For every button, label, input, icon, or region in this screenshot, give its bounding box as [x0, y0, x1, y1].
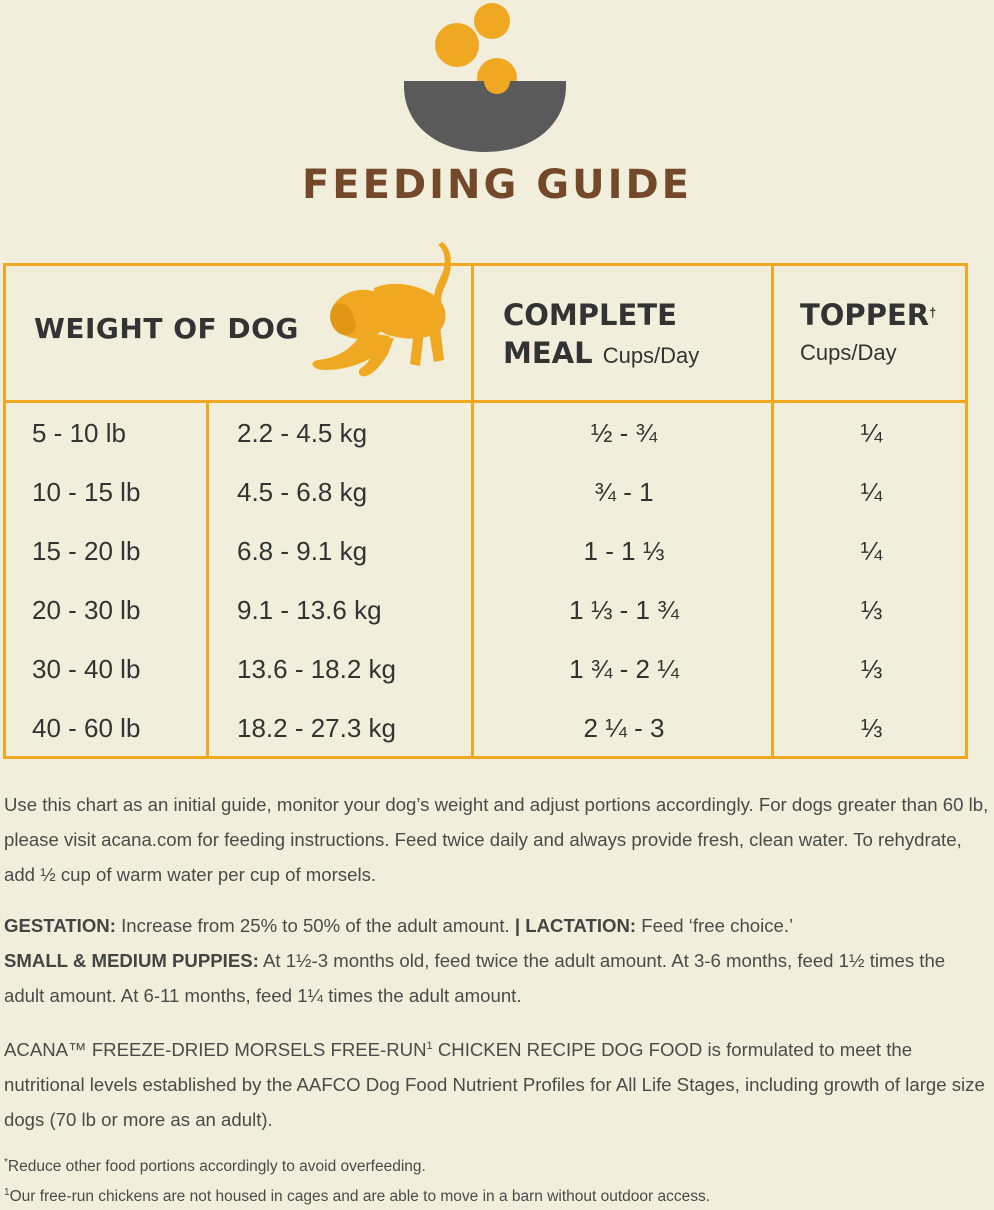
weight-lb-cell: 40 - 60 lb: [32, 713, 141, 743]
footnote-mark: *: [4, 1157, 8, 1168]
complete-meal-cell: 1 - 1 ⅓: [583, 536, 665, 566]
weight-kg-cell: 13.6 - 18.2 kg: [237, 654, 396, 684]
table-row: 30 - 40 lb 13.6 - 18.2 kg 1 ¾ - 2 ¼ ⅓: [6, 642, 965, 701]
lactation-label: LACTATION:: [520, 915, 637, 936]
topper-cell: ¼: [860, 477, 883, 507]
weight-lb-cell: 15 - 20 lb: [32, 536, 141, 566]
complete-meal-header: COMPLETE MEAL Cups/Day: [503, 296, 699, 375]
weight-lb-cell: 30 - 40 lb: [32, 654, 141, 684]
footnote-free-run: 1Our free-run chickens are not housed in…: [4, 1180, 989, 1210]
weight-kg-cell: 9.1 - 13.6 kg: [237, 595, 382, 625]
topper-title: TOPPER†: [800, 296, 936, 334]
complete-meal-line2: MEAL Cups/Day: [503, 334, 699, 375]
topper-footnote-mark: †: [929, 305, 937, 320]
table-row: 20 - 30 lb 9.1 - 13.6 kg 1 ⅓ - 1 ¾ ⅓: [6, 583, 965, 642]
aafco-text-a: ACANA™ FREEZE-DRIED MORSELS FREE-RUN: [4, 1039, 427, 1061]
topper-cell: ⅓: [860, 654, 883, 684]
table-row: 10 - 15 lb 4.5 - 6.8 kg ¾ - 1 ¼: [6, 465, 965, 524]
page-title: FEEDING GUIDE: [301, 162, 692, 208]
ball-icon: [435, 23, 479, 67]
gestation-label: GESTATION:: [4, 915, 116, 936]
column-divider: [206, 400, 209, 756]
topper-cell: ⅓: [860, 595, 883, 625]
bowl-icon: [404, 3, 566, 152]
meal-unit: Cups/Day: [602, 343, 700, 368]
gestation-lactation-puppies: GESTATION: Increase from 25% to 50% of t…: [4, 908, 989, 1013]
table-body: 5 - 10 lb 2.2 - 4.5 kg ½ - ¾ ¼ 10 - 15 l…: [6, 406, 965, 760]
weight-kg-cell: 6.8 - 9.1 kg: [237, 536, 368, 566]
complete-meal-cell: 1 ¾ - 2 ¼: [569, 654, 679, 684]
weight-lb-cell: 10 - 15 lb: [32, 477, 141, 507]
weight-lb-cell: 20 - 30 lb: [32, 595, 141, 625]
table-row: 15 - 20 lb 6.8 - 9.1 kg 1 - 1 ⅓ ¼: [6, 524, 965, 583]
topper-header: TOPPER† Cups/Day: [800, 296, 936, 372]
topper-cell: ¼: [860, 418, 883, 448]
footnote-topper: *Reduce other food portions accordingly …: [4, 1150, 989, 1180]
topper-cell: ¼: [860, 536, 883, 566]
aafco-statement: ACANA™ FREEZE-DRIED MORSELS FREE-RUN1 CH…: [4, 1029, 989, 1137]
complete-meal-cell: 1 ⅓ - 1 ¾: [569, 595, 679, 625]
topper-unit: Cups/Day: [800, 340, 897, 365]
meal-label: MEAL: [503, 336, 593, 370]
complete-meal-cell: ¾ - 1: [594, 477, 654, 507]
lactation-text: Feed ‘free choice.’: [636, 915, 794, 936]
header-divider: [6, 400, 965, 403]
table-row: 40 - 60 lb 18.2 - 27.3 kg 2 ¼ - 3 ⅓: [6, 701, 965, 760]
ball-icon: [474, 3, 510, 39]
weight-kg-cell: 18.2 - 27.3 kg: [237, 713, 396, 743]
aafco-footnote-mark: 1: [426, 1040, 433, 1052]
footnote-mark: 1: [4, 1187, 10, 1199]
puppies-label: SMALL & MEDIUM PUPPIES:: [4, 950, 259, 971]
complete-meal-cell: 2 ¼ - 3: [583, 713, 665, 743]
footnote-text: Our free-run chickens are not housed in …: [9, 1188, 711, 1206]
weight-kg-cell: 2.2 - 4.5 kg: [237, 418, 368, 448]
ball-icon: [477, 58, 517, 98]
column-divider: [471, 266, 474, 756]
bowl-shape: [404, 81, 566, 152]
puppies-text: At 1½-3 months old, feed twice the adult…: [4, 950, 946, 1006]
gestation-text: Increase from 25% to 50% of the adult am…: [115, 915, 515, 936]
topper-cell: ⅓: [860, 713, 883, 743]
dog-icon: [312, 242, 451, 377]
weight-kg-cell: 4.5 - 6.8 kg: [237, 477, 368, 507]
column-divider: [771, 266, 774, 756]
footnote-text: Reduce other food portions accordingly t…: [7, 1158, 426, 1176]
table-row: 5 - 10 lb 2.2 - 4.5 kg ½ - ¾ ¼: [6, 406, 965, 465]
intro-paragraph: Use this chart as an initial guide, moni…: [4, 794, 989, 885]
weight-header: WEIGHT OF DOG: [34, 312, 299, 345]
separator: |: [514, 915, 521, 936]
aafco-text-b: CHICKEN RECIPE DOG FOOD is formulated to…: [4, 1039, 985, 1131]
complete-meal-cell: ½ - ¾: [590, 418, 658, 448]
topper-label: TOPPER: [800, 298, 930, 332]
footnotes: *Reduce other food portions accordingly …: [4, 1150, 989, 1210]
weight-lb-cell: 5 - 10 lb: [32, 418, 126, 448]
feeding-table: WEIGHT OF DOG COMPLETE MEAL Cups/Day TOP…: [3, 242, 968, 760]
complete-meal-title: COMPLETE: [503, 298, 677, 332]
